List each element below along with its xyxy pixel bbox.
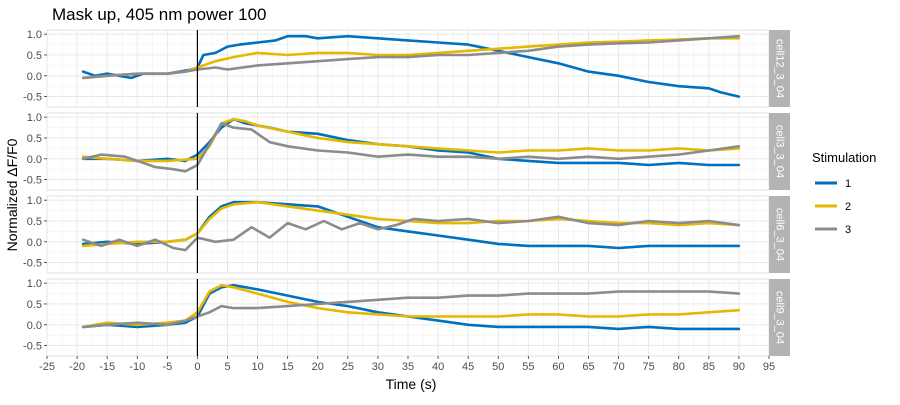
series-line-3: [81, 290, 741, 329]
panel-cell3_3_04: -0.5 0.0 0.5 1.0 cell3_3_04: [23, 112, 790, 191]
x-tick-label: 0: [194, 361, 200, 373]
x-tick-label: 40: [432, 361, 444, 373]
legend-title: Stimulation: [812, 150, 876, 165]
panel-cell6_3_04: -0.5 0.0 0.5 1.0 cell6_3_04: [23, 195, 790, 274]
facet-strip: [769, 279, 790, 356]
x-tick-label: 5: [224, 361, 230, 373]
x-axis-label: Time (s): [386, 376, 437, 392]
y-tick-label: 0.0: [27, 237, 42, 249]
series-line-2: [81, 117, 741, 163]
x-tick-label: -20: [69, 361, 85, 373]
x-tick-label: 75: [643, 361, 655, 373]
y-tick-label: 0.0: [27, 154, 42, 166]
x-tick-label: -25: [39, 361, 55, 373]
x-tick-label: 15: [282, 361, 294, 373]
facet-strip-label: cell9_3_04: [774, 291, 786, 344]
series-line-3: [81, 215, 741, 252]
panel-cell9_3_04: -0.5 0.0 0.5 1.0 cell9_3_04: [23, 278, 790, 357]
legend-label-2: 2: [845, 201, 851, 213]
x-tick-label: 95: [763, 361, 775, 373]
facet-strip-label: cell12_3_04: [774, 39, 786, 98]
y-tick-label: -0.5: [23, 341, 42, 353]
series-line-2: [81, 200, 741, 248]
chart-title: Mask up, 405 nm power 100: [52, 5, 267, 24]
y-tick-label: 0.5: [27, 216, 42, 228]
x-tick-label: -15: [99, 361, 115, 373]
facet-strip-label: cell6_3_04: [774, 208, 786, 261]
facet-strip: [769, 30, 790, 107]
x-tick-label: 20: [312, 361, 324, 373]
x-tick-label: 85: [703, 361, 715, 373]
panel-cell12_3_04: -0.5 0.0 0.5 1.0 cell12_3_04: [23, 29, 790, 108]
x-tick-label: -10: [129, 361, 145, 373]
y-tick-label: -0.5: [23, 175, 42, 187]
legend-label-1: 1: [845, 178, 851, 190]
x-tick-label: 70: [612, 361, 624, 373]
series-line-3: [81, 34, 741, 80]
y-tick-label: 0.5: [27, 299, 42, 311]
x-tick-label: 65: [582, 361, 594, 373]
x-tick-label: 60: [552, 361, 564, 373]
y-tick-label: 1.0: [27, 112, 42, 124]
y-tick-label: -0.5: [23, 258, 42, 270]
y-tick-label: 0.0: [27, 71, 42, 83]
y-tick-label: 1.0: [27, 195, 42, 207]
x-axis: -25 -20 -15 -10 -5 0 5 10 15 20 25 30 35 40 45 50 55 60 65…: [39, 356, 775, 373]
y-axis-label: Normalized ΔF/F0: [4, 138, 20, 251]
x-tick-label: 35: [402, 361, 414, 373]
y-tick-label: 1.0: [27, 278, 42, 290]
facet-strip: [769, 113, 790, 190]
x-tick-label: 25: [342, 361, 354, 373]
series-line-3: [81, 122, 741, 173]
legend-label-3: 3: [845, 224, 851, 236]
x-tick-label: 10: [251, 361, 263, 373]
x-tick-label: 55: [522, 361, 534, 373]
facet-strip-label: cell3_3_04: [774, 125, 786, 178]
y-tick-label: 0.5: [27, 133, 42, 145]
y-tick-label: 0.5: [27, 50, 42, 62]
x-tick-label: -5: [162, 361, 172, 373]
y-tick-label: 1.0: [27, 29, 42, 41]
series-line-1: [81, 283, 741, 331]
x-tick-label: 45: [462, 361, 474, 373]
legend: Stimulation 1 2 3: [812, 150, 876, 236]
y-tick-label: -0.5: [23, 92, 42, 104]
facet-strip: [769, 196, 790, 273]
x-tick-label: 30: [372, 361, 384, 373]
x-tick-label: 90: [733, 361, 745, 373]
x-tick-label: 80: [673, 361, 685, 373]
panels-layer: -0.5 0.0 0.5 1.0 cell12_3_04 -0.5 0.0 0.5 1.0 cel…: [23, 29, 790, 357]
y-tick-label: 0.0: [27, 320, 42, 332]
x-tick-label: 50: [492, 361, 504, 373]
